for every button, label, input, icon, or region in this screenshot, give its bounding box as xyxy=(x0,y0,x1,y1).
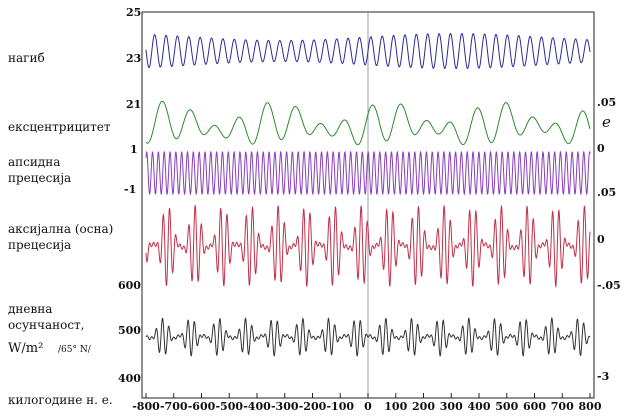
right-tick: 0 xyxy=(597,142,605,155)
x-tick-label: 300 xyxy=(440,400,463,413)
x-tick-label: 0 xyxy=(364,400,372,413)
label-insolation-2: осунчаност, xyxy=(8,318,85,332)
x-axis-label: килогодине н. е. xyxy=(8,393,113,407)
left-tick: 21 xyxy=(126,98,141,111)
right-tick: .05 xyxy=(597,186,616,199)
series-line-axial xyxy=(145,204,591,288)
x-tick-label: -700 xyxy=(160,400,188,413)
left-tick: 400 xyxy=(118,372,141,385)
left-axis-ticks: 25 23 21 1 -1 600 500 400 xyxy=(118,6,141,385)
eccentricity-symbol: e xyxy=(602,113,611,131)
x-tick-label: -400 xyxy=(243,400,271,413)
x-tick-label: -300 xyxy=(271,400,299,413)
label-apsidal-1: апсидна xyxy=(8,155,60,169)
x-tick-label: -500 xyxy=(215,400,243,413)
series-line-apsidal xyxy=(145,150,591,196)
label-axial-2: прецесија xyxy=(8,238,71,252)
left-tick: 600 xyxy=(118,279,141,292)
x-tick-label: 600 xyxy=(523,400,546,413)
x-tick-label: -200 xyxy=(299,400,327,413)
right-tick: 0 xyxy=(597,233,605,246)
right-tick: .05 xyxy=(597,96,616,109)
left-tick: 500 xyxy=(118,324,141,337)
left-tick: -1 xyxy=(124,183,136,196)
label-insolation-1: дневна xyxy=(8,302,52,316)
x-axis-ticks: -800 -700 -600 -500 -400 -300 -200 -100 0 100 200 3… xyxy=(132,393,602,413)
right-tick: -3 xyxy=(597,370,609,383)
x-tick-label: 100 xyxy=(384,400,407,413)
label-apsidal-2: прецесија xyxy=(8,171,71,185)
left-tick: 1 xyxy=(130,143,138,156)
x-tick-label: 500 xyxy=(495,400,518,413)
x-tick-label: -600 xyxy=(188,400,216,413)
label-obliquity: нагиб xyxy=(8,51,45,65)
left-tick: 23 xyxy=(126,52,141,65)
right-axis-ticks: .05 e 0 .05 0 -.05 -3 xyxy=(597,96,621,383)
row-labels: нагиб ексцентрицитет апсидна прецесија а… xyxy=(8,51,113,407)
x-tick-label: 700 xyxy=(551,400,574,413)
x-tick-label: -800 xyxy=(132,400,160,413)
label-insolation-latitude: /65° N/ xyxy=(58,345,92,355)
x-tick-label: -100 xyxy=(326,400,354,413)
series-line-eccentricity xyxy=(145,100,591,146)
x-tick-label: 400 xyxy=(468,400,491,413)
left-tick: 25 xyxy=(126,6,141,19)
label-eccentricity: ексцентрицитет xyxy=(8,120,111,134)
right-tick: -.05 xyxy=(597,279,621,292)
series-line-obliquity xyxy=(145,32,591,70)
label-insolation-units: W/m² xyxy=(8,341,43,356)
x-tick-label: 800 xyxy=(579,400,602,413)
series-group xyxy=(145,32,591,357)
x-tick-label: 200 xyxy=(412,400,435,413)
series-line-insolation xyxy=(145,317,591,357)
label-axial-1: аксијална (осна) xyxy=(8,222,113,236)
